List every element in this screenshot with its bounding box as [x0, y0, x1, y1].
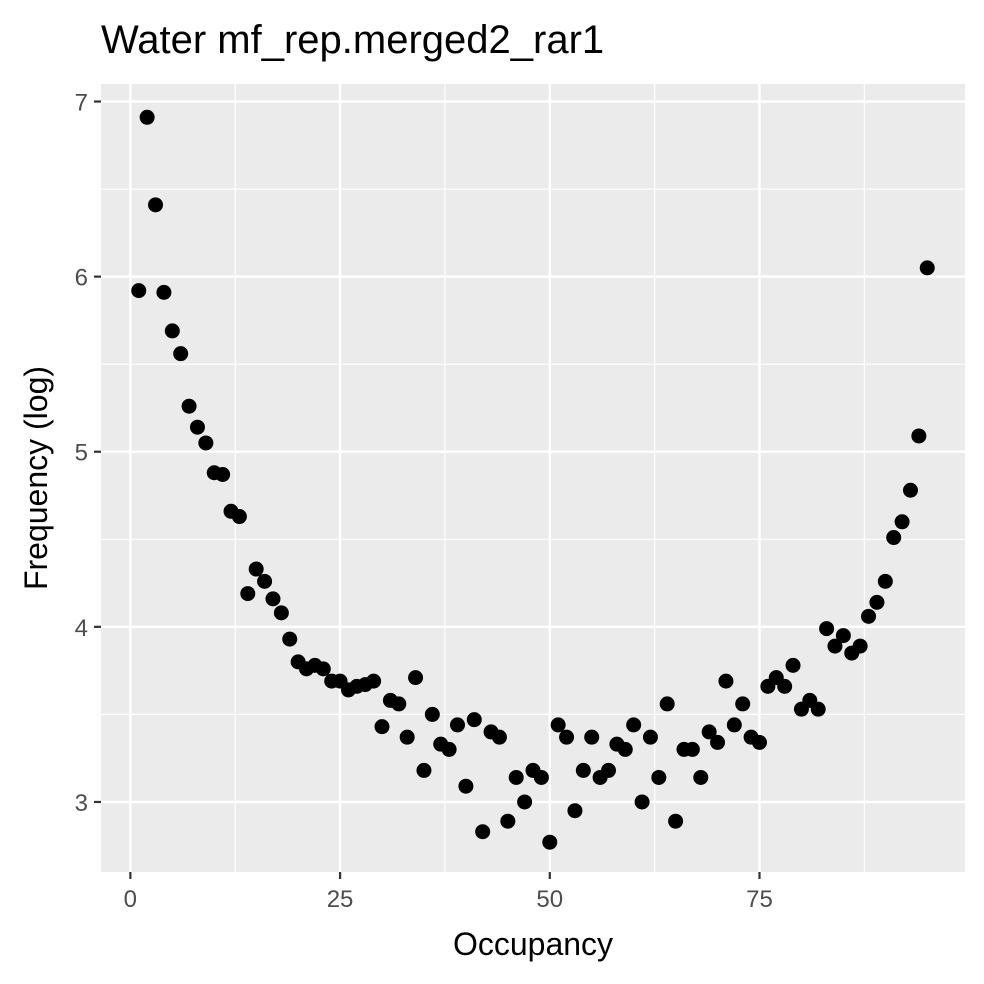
- data-point: [617, 741, 633, 757]
- data-point: [693, 769, 709, 785]
- data-point: [684, 741, 700, 757]
- y-tick-label: 3: [75, 790, 88, 817]
- y-tick-label: 4: [75, 615, 88, 642]
- data-point: [575, 762, 591, 778]
- data-point: [827, 638, 843, 654]
- data-point: [634, 794, 650, 810]
- data-point: [500, 813, 516, 829]
- data-point: [542, 834, 558, 850]
- data-point: [265, 591, 281, 607]
- data-point: [248, 561, 264, 577]
- data-point: [366, 673, 382, 689]
- data-point: [894, 514, 910, 530]
- data-point: [861, 608, 877, 624]
- data-point: [156, 284, 172, 300]
- data-point: [718, 673, 734, 689]
- data-point: [273, 605, 289, 621]
- data-point: [424, 706, 440, 722]
- data-point: [600, 762, 616, 778]
- data-point: [189, 419, 205, 435]
- x-tick-label: 75: [746, 886, 773, 913]
- data-point: [819, 621, 835, 637]
- data-point: [626, 717, 642, 733]
- data-point: [810, 701, 826, 717]
- data-point: [475, 824, 491, 840]
- data-point: [559, 729, 575, 745]
- data-point: [835, 628, 851, 644]
- data-point: [374, 719, 390, 735]
- data-point: [198, 435, 214, 451]
- data-point: [466, 712, 482, 728]
- data-point: [751, 734, 767, 750]
- data-point: [450, 717, 466, 733]
- data-point: [131, 283, 147, 299]
- x-tick-label: 50: [536, 886, 563, 913]
- data-point: [215, 466, 231, 482]
- data-point: [408, 670, 424, 686]
- data-point: [726, 717, 742, 733]
- data-point: [911, 428, 927, 444]
- data-point: [735, 696, 751, 712]
- y-tick-label: 7: [75, 90, 88, 117]
- data-point: [710, 734, 726, 750]
- data-point: [282, 631, 298, 647]
- data-point: [651, 769, 667, 785]
- data-point: [441, 741, 457, 757]
- y-tick-label: 6: [75, 265, 88, 292]
- data-point: [877, 573, 893, 589]
- data-point: [533, 769, 549, 785]
- data-point: [391, 696, 407, 712]
- data-point: [584, 729, 600, 745]
- y-axis: 3 4 5 6 7: [75, 90, 101, 817]
- x-tick-label: 0: [124, 886, 137, 913]
- data-point: [550, 717, 566, 733]
- data-point: [491, 729, 507, 745]
- data-point: [668, 813, 684, 829]
- data-point: [181, 398, 197, 414]
- data-point: [869, 594, 885, 610]
- data-point: [785, 657, 801, 673]
- data-points: [131, 109, 935, 850]
- data-point: [416, 762, 432, 778]
- grid-minor: [101, 84, 965, 872]
- data-point: [659, 696, 675, 712]
- data-point: [902, 482, 918, 498]
- data-point: [777, 678, 793, 694]
- data-point: [458, 778, 474, 794]
- data-point: [231, 509, 247, 525]
- data-point: [701, 724, 717, 740]
- data-point: [148, 197, 164, 213]
- y-axis-title: Frequency (log): [18, 366, 54, 590]
- data-point: [164, 323, 180, 339]
- data-point: [919, 260, 935, 276]
- data-point: [173, 346, 189, 362]
- data-point: [567, 803, 583, 819]
- data-point: [517, 794, 533, 810]
- data-point: [315, 661, 331, 677]
- x-tick-label: 25: [327, 886, 354, 913]
- chart-title: Water mf_rep.merged2_rar1: [101, 18, 604, 62]
- data-point: [852, 638, 868, 654]
- data-point: [886, 530, 902, 546]
- x-axis-title: Occupancy: [453, 926, 613, 962]
- data-point: [240, 586, 256, 602]
- data-point: [642, 729, 658, 745]
- data-point: [399, 729, 415, 745]
- data-point: [508, 769, 524, 785]
- data-point: [257, 573, 273, 589]
- x-axis: 0 25 50 75: [124, 872, 773, 913]
- y-tick-label: 5: [75, 440, 88, 467]
- plot-panel: [101, 84, 965, 872]
- data-point: [139, 109, 155, 125]
